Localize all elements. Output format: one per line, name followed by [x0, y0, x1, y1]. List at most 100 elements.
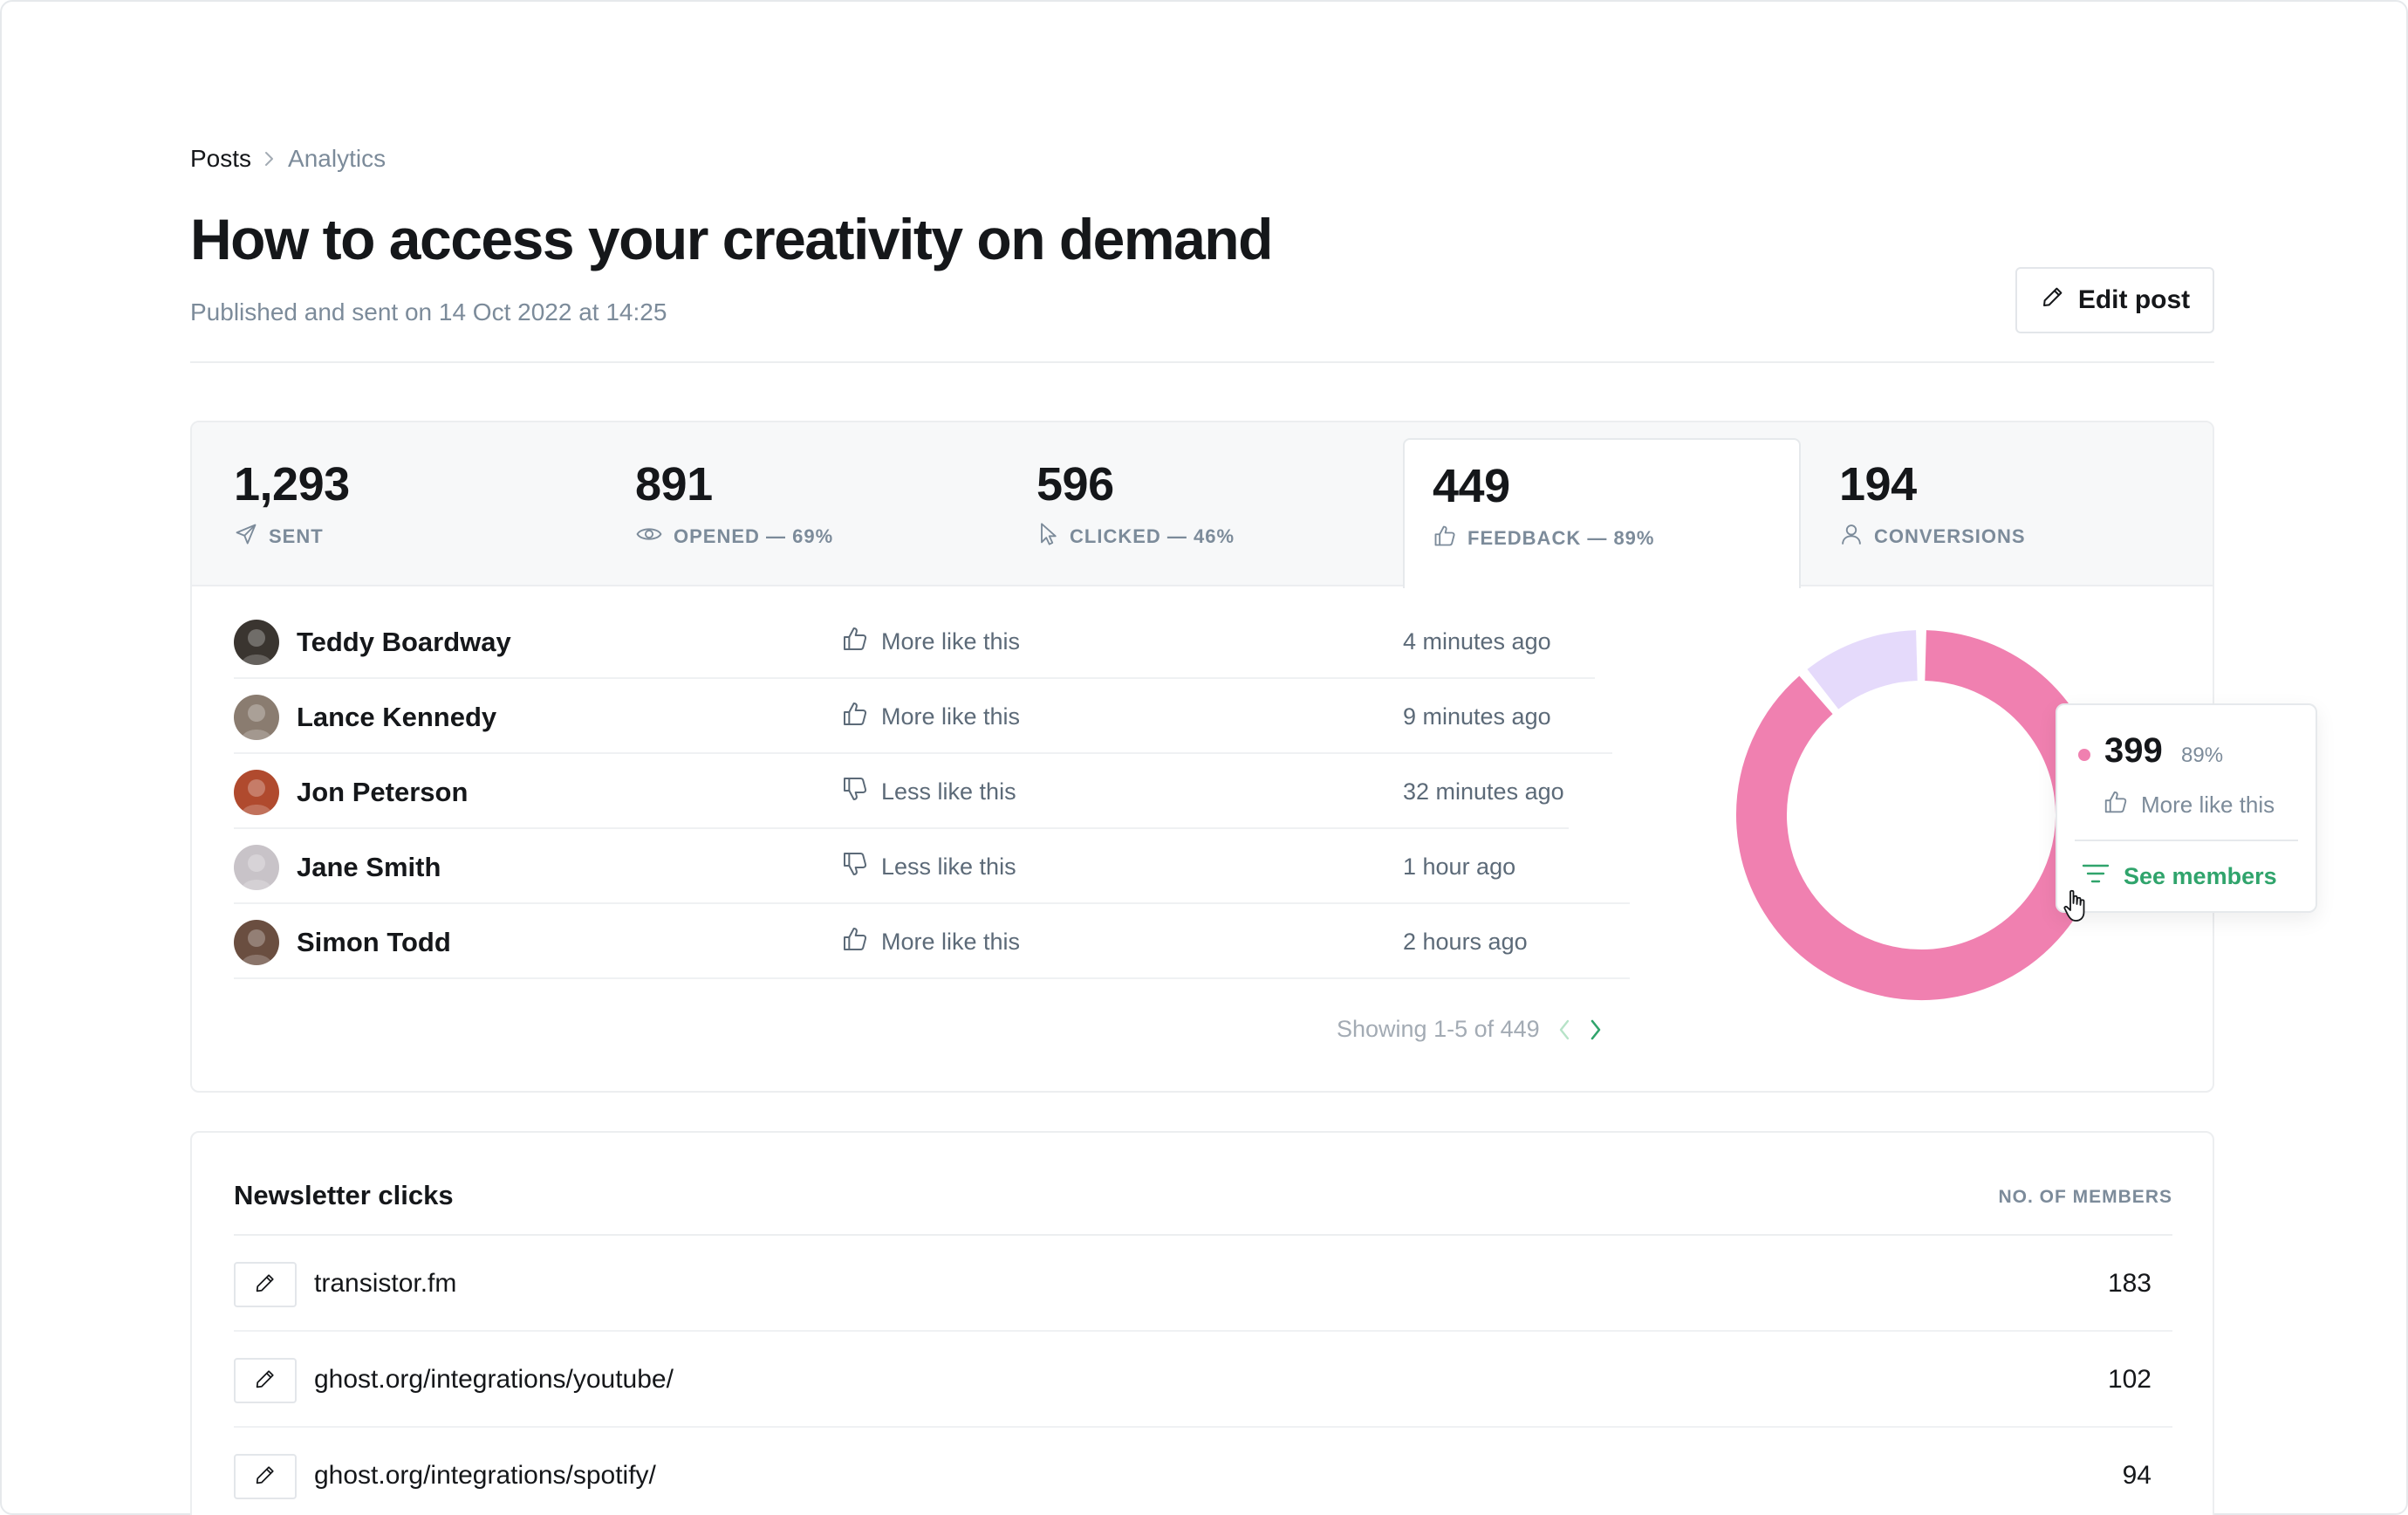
thumbs-up-icon: [841, 700, 869, 734]
feedback-time: 32 minutes ago: [1403, 778, 1564, 805]
thumbs-up-icon: [1433, 524, 1457, 553]
eye-icon: [635, 522, 663, 552]
edit-link-button[interactable]: [234, 1454, 297, 1499]
user-icon: [1839, 522, 1864, 552]
reaction-label: More like this: [881, 628, 1021, 655]
click-count: 102: [2107, 1365, 2151, 1394]
thumbs-up-icon: [841, 925, 869, 959]
see-members-button[interactable]: See members: [2082, 862, 2277, 891]
breadcrumb-current: Analytics: [288, 145, 387, 172]
legend-dot: [2078, 749, 2090, 761]
feedback-row[interactable]: Jane Smith Less like this 1 hour ago: [234, 829, 1630, 904]
tab-label: OPENED — 69%: [674, 525, 834, 547]
avatar: [234, 920, 279, 965]
click-count: 94: [2122, 1461, 2151, 1490]
tooltip-count: 399: [2104, 731, 2163, 770]
column-header-members: NO. OF MEMBERS: [1998, 1187, 2172, 1207]
chevron-right-icon: [263, 150, 276, 168]
clicks-header-divider: [234, 1234, 2172, 1236]
feedback-row[interactable]: Jon Peterson Less like this 32 minutes ago: [234, 754, 1569, 829]
tab-value: 449: [1433, 460, 1510, 512]
thumbs-down-icon: [841, 850, 869, 884]
send-icon: [234, 522, 258, 552]
edit-link-button[interactable]: [234, 1262, 297, 1307]
reaction: More like this: [841, 925, 1020, 959]
page-title: How to access your creativity on demand: [190, 207, 1273, 271]
tab-conversions[interactable]: 194 CONVERSIONS: [1797, 422, 2213, 586]
click-url[interactable]: ghost.org/integrations/spotify/: [314, 1461, 656, 1490]
tab-opened[interactable]: 891 OPENED — 69%: [593, 422, 995, 586]
reaction: More like this: [841, 625, 1020, 659]
newsletter-clicks-card: Newsletter clicks NO. OF MEMBERS transis…: [190, 1131, 2214, 1515]
tab-value: 891: [635, 458, 713, 511]
click-count: 183: [2107, 1269, 2151, 1298]
avatar: [234, 845, 279, 890]
tab-value: 1,293: [234, 458, 350, 511]
tooltip-divider: [2075, 840, 2298, 841]
click-row: transistor.fm 183: [234, 1236, 2172, 1332]
feedback-time: 4 minutes ago: [1403, 628, 1551, 655]
feedback-row[interactable]: Teddy Boardway More like this 4 minutes ag…: [234, 604, 1595, 679]
publish-info: Published and sent on 14 Oct 2022 at 14:…: [190, 298, 667, 326]
breadcrumb: Posts Analytics: [190, 145, 386, 173]
edit-link-button[interactable]: [234, 1358, 297, 1403]
pencil-icon: [2040, 284, 2066, 317]
feedback-donut-chart[interactable]: [1720, 614, 2122, 1016]
tab-clicked[interactable]: 596 CLICKED — 46%: [995, 422, 1396, 586]
reaction-label: Less like this: [881, 778, 1016, 805]
member-name[interactable]: Simon Todd: [297, 927, 451, 957]
donut-tooltip: 399 89% More like this See members: [2056, 703, 2317, 913]
hand-pointer-icon: [2063, 889, 2085, 922]
reaction-label: Less like this: [881, 853, 1016, 880]
feedback-time: 9 minutes ago: [1403, 703, 1551, 730]
tab-label: CONVERSIONS: [1874, 525, 2026, 547]
breadcrumb-posts-link[interactable]: Posts: [190, 145, 252, 172]
click-row: ghost.org/integrations/youtube/102: [234, 1332, 2172, 1428]
edit-post-button[interactable]: Edit post: [2015, 267, 2214, 333]
donut-segment-negative[interactable]: [1807, 630, 1919, 710]
see-members-label: See members: [2124, 863, 2277, 889]
thumbs-up-icon: [2103, 789, 2129, 821]
tab-label: CLICKED — 46%: [1070, 525, 1235, 547]
reaction: More like this: [841, 700, 1020, 734]
edit-post-label: Edit post: [2077, 285, 2191, 314]
feedback-row[interactable]: Lance Kennedy More like this 9 minutes ago: [234, 679, 1612, 754]
feedback-time: 2 hours ago: [1403, 929, 1528, 955]
member-name[interactable]: Jon Peterson: [297, 777, 469, 807]
member-name[interactable]: Lance Kennedy: [297, 702, 497, 732]
tab-sent[interactable]: 1,293 SENT: [192, 422, 593, 586]
tooltip-percent: 89%: [2181, 744, 2224, 767]
thumbs-down-icon: [841, 775, 869, 809]
thumbs-up-icon: [841, 625, 869, 659]
click-row: ghost.org/integrations/spotify/94: [234, 1428, 2172, 1515]
tab-feedback[interactable]: 449 FEEDBACK — 89%: [1403, 438, 1801, 588]
tab-label: SENT: [269, 525, 324, 547]
avatar: [234, 695, 279, 740]
pencil-icon: [253, 1463, 277, 1491]
click-url[interactable]: ghost.org/integrations/youtube/: [314, 1365, 674, 1394]
feedback-row[interactable]: Simon Todd More like this 2 hours ago: [234, 904, 1630, 979]
pencil-icon: [253, 1367, 277, 1395]
reaction: Less like this: [841, 775, 1016, 809]
tab-value: 194: [1839, 458, 1917, 511]
chevron-left-icon[interactable]: [1557, 1018, 1571, 1041]
stats-tabs: 1,293 SENT 891 OPENED — 69% 596 CLICKED …: [192, 422, 2213, 588]
click-url[interactable]: transistor.fm: [314, 1269, 457, 1298]
pagination: Showing 1-5 of 449: [1337, 1016, 1603, 1043]
clicks-title: Newsletter clicks: [234, 1180, 454, 1210]
cursor-icon: [1036, 522, 1059, 552]
member-name[interactable]: Teddy Boardway: [297, 627, 511, 657]
pagination-text: Showing 1-5 of 449: [1337, 1016, 1540, 1042]
reaction: Less like this: [841, 850, 1016, 884]
pencil-icon: [253, 1271, 277, 1299]
reaction-label: More like this: [881, 929, 1021, 955]
avatar: [234, 620, 279, 665]
tab-value: 596: [1036, 458, 1114, 511]
analytics-card: 1,293 SENT 891 OPENED — 69% 596 CLICKED …: [190, 421, 2214, 1093]
donut-segment-positive[interactable]: [1736, 630, 2106, 1000]
chevron-right-icon[interactable]: [1589, 1018, 1603, 1041]
reaction-label: More like this: [881, 703, 1021, 730]
avatar: [234, 770, 279, 815]
tab-label: FEEDBACK — 89%: [1467, 527, 1655, 549]
member-name[interactable]: Jane Smith: [297, 852, 441, 882]
